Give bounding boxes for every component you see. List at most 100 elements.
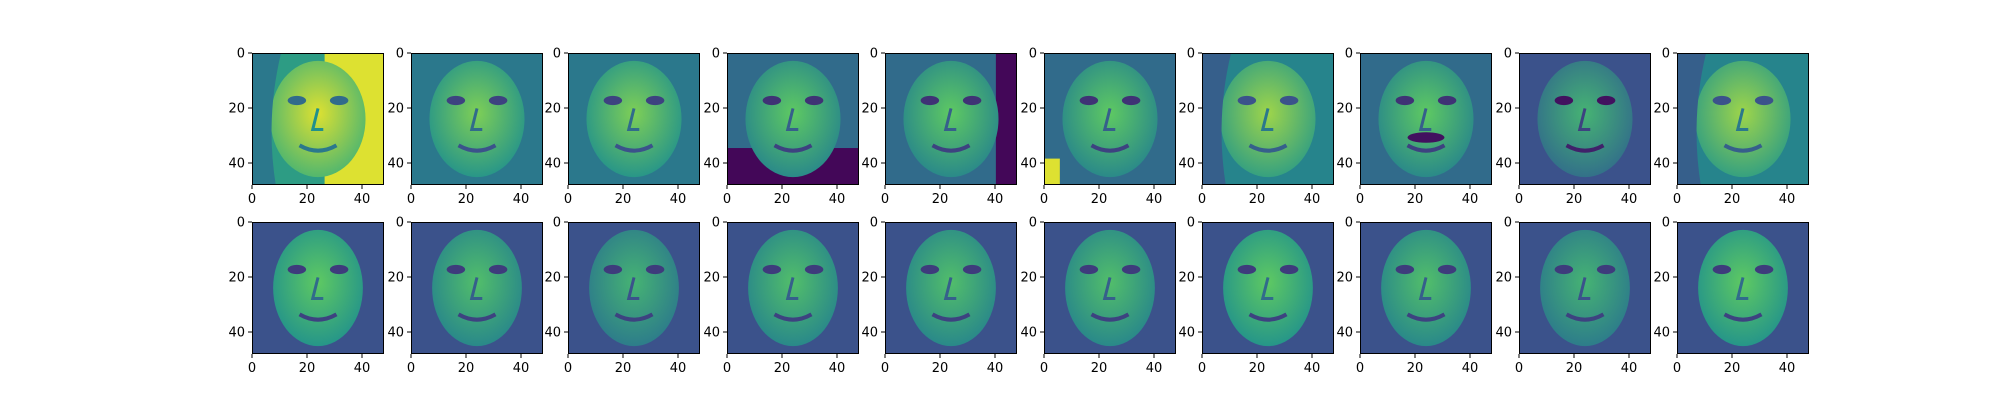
face-oval — [1223, 229, 1313, 347]
x-tick-label: 40 — [513, 361, 530, 376]
axes-frame — [568, 222, 700, 354]
x-tick-label: 20 — [1566, 192, 1583, 207]
y-tick-label: 40 — [703, 157, 720, 172]
axes-frame — [568, 53, 700, 185]
y-tick-label: 0 — [1504, 47, 1512, 62]
face-oval — [1698, 229, 1788, 347]
x-tick-label: 0 — [881, 192, 889, 207]
y-tick-label: 40 — [1653, 157, 1670, 172]
face-oval — [432, 229, 522, 347]
y-tick-label: 40 — [861, 157, 878, 172]
x-tick-label: 40 — [987, 192, 1004, 207]
left-eye — [1712, 95, 1732, 106]
y-tick-label: 40 — [861, 326, 878, 341]
y-tick-label: 40 — [1336, 326, 1353, 341]
face-image — [885, 222, 1017, 354]
face-image — [727, 222, 859, 354]
face-image — [252, 53, 384, 185]
right-eye — [962, 264, 982, 275]
x-tick-label: 40 — [1146, 192, 1163, 207]
nose — [943, 108, 957, 132]
mouth — [1406, 143, 1446, 153]
x-tick-label: 40 — [987, 361, 1004, 376]
face-oval — [273, 229, 363, 347]
face-oval — [429, 60, 525, 178]
x-tick-label: 0 — [248, 361, 256, 376]
face-panel-r0-c4: 0 20 40 0 20 40 — [861, 47, 1017, 207]
face-image — [1202, 222, 1334, 354]
y-tick-label: 40 — [387, 326, 404, 341]
nose — [626, 108, 640, 132]
axes-frame — [1044, 53, 1176, 185]
x-tick-label: 20 — [1249, 361, 1266, 376]
nose — [469, 108, 483, 132]
x-tick-label: 20 — [299, 361, 316, 376]
face-panel-r1-c5: 0 20 40 0 20 40 — [1020, 216, 1176, 376]
right-eye — [1596, 95, 1616, 106]
y-tick-label: 0 — [1662, 47, 1670, 62]
face-image — [1519, 53, 1651, 185]
x-tick-label: 0 — [1673, 192, 1681, 207]
face-image — [252, 222, 384, 354]
left-eye — [762, 95, 782, 106]
x-tick-label: 0 — [407, 192, 415, 207]
face-oval — [1065, 229, 1155, 347]
mouth — [457, 312, 497, 322]
x-tick-label: 40 — [1621, 192, 1638, 207]
face-oval — [1381, 229, 1471, 347]
x-tick-label: 20 — [932, 192, 949, 207]
left-eye — [762, 264, 782, 275]
left-eye — [287, 264, 307, 275]
right-eye — [488, 95, 508, 106]
right-eye — [645, 264, 665, 275]
face-panel-r0-c1: 0 20 40 0 20 40 — [387, 47, 543, 207]
y-tick-label: 20 — [228, 102, 245, 117]
x-tick-label: 40 — [670, 361, 687, 376]
x-tick-label: 20 — [458, 192, 475, 207]
y-tick-label: 0 — [396, 216, 404, 231]
face-oval — [1537, 60, 1633, 178]
x-tick-label: 0 — [564, 192, 572, 207]
face-oval — [745, 60, 841, 178]
face-image — [1677, 222, 1809, 354]
left-eye — [446, 95, 466, 106]
x-tick-label: 20 — [774, 192, 791, 207]
axes-frame — [885, 222, 1017, 354]
face-panel-r1-c1: 0 20 40 0 20 40 — [387, 216, 543, 376]
x-tick-label: 40 — [354, 192, 371, 207]
face-image — [1677, 53, 1809, 185]
axes-frame — [1677, 222, 1809, 354]
x-tick-label: 40 — [1621, 361, 1638, 376]
y-tick-label: 0 — [553, 47, 561, 62]
left-eye — [1079, 264, 1099, 275]
y-tick-label: 40 — [387, 157, 404, 172]
left-eye — [1395, 264, 1415, 275]
y-tick-label: 20 — [544, 102, 561, 117]
nose — [1735, 277, 1749, 301]
face-panel-r0-c6: 0 20 40 0 20 40 — [1178, 47, 1334, 207]
nose — [1102, 108, 1116, 132]
mouth — [298, 143, 338, 153]
face-panel-r0-c7: 0 20 40 0 20 40 — [1336, 47, 1492, 207]
axes-frame — [727, 53, 859, 185]
y-tick-label: 20 — [387, 271, 404, 286]
mouth — [1248, 143, 1288, 153]
nose — [1577, 277, 1591, 301]
y-tick-label: 0 — [1345, 216, 1353, 231]
face-image — [885, 53, 1017, 185]
face-image — [411, 222, 543, 354]
y-tick-label: 20 — [228, 271, 245, 286]
y-tick-label: 0 — [712, 216, 720, 231]
x-tick-label: 0 — [881, 361, 889, 376]
y-tick-label: 40 — [544, 326, 561, 341]
axes-frame — [1519, 222, 1651, 354]
y-tick-label: 20 — [387, 102, 404, 117]
nose — [943, 277, 957, 301]
y-tick-label: 0 — [1187, 47, 1195, 62]
x-tick-label: 40 — [1146, 361, 1163, 376]
x-tick-label: 20 — [299, 192, 316, 207]
y-tick-label: 0 — [237, 47, 245, 62]
face-panel-r0-c9: 0 20 40 0 20 40 — [1653, 47, 1809, 207]
nose — [310, 108, 324, 132]
y-tick-label: 0 — [1662, 216, 1670, 231]
